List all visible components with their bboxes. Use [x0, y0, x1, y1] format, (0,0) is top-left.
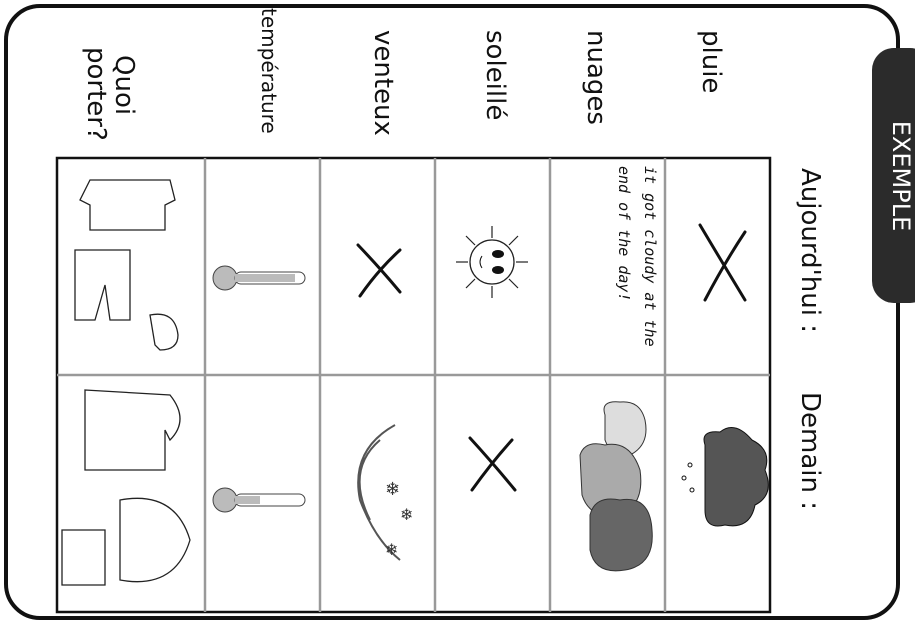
- column-label: nuages: [581, 30, 611, 125]
- frame: [4, 4, 900, 620]
- note-line: it got cloudy at the: [641, 166, 659, 347]
- tab: [872, 48, 915, 303]
- row-label: Aujourd'hui :: [795, 168, 825, 333]
- column-label: Quoiporter?: [81, 47, 139, 141]
- row-label: Demain :: [795, 392, 825, 510]
- tab-label: EXEMPLE: [887, 121, 915, 231]
- note-line: end of the day!: [615, 166, 633, 301]
- column-label: pluie: [696, 30, 726, 93]
- svg-text:❄: ❄: [385, 479, 400, 500]
- svg-text:❄: ❄: [385, 540, 398, 559]
- svg-text:❄: ❄: [400, 505, 413, 524]
- column-label: température: [257, 8, 281, 134]
- icons: ❄❄❄: [61, 179, 769, 586]
- column-label: venteux: [368, 30, 398, 136]
- table: [55, 156, 772, 614]
- column-label: soleillé: [480, 30, 510, 120]
